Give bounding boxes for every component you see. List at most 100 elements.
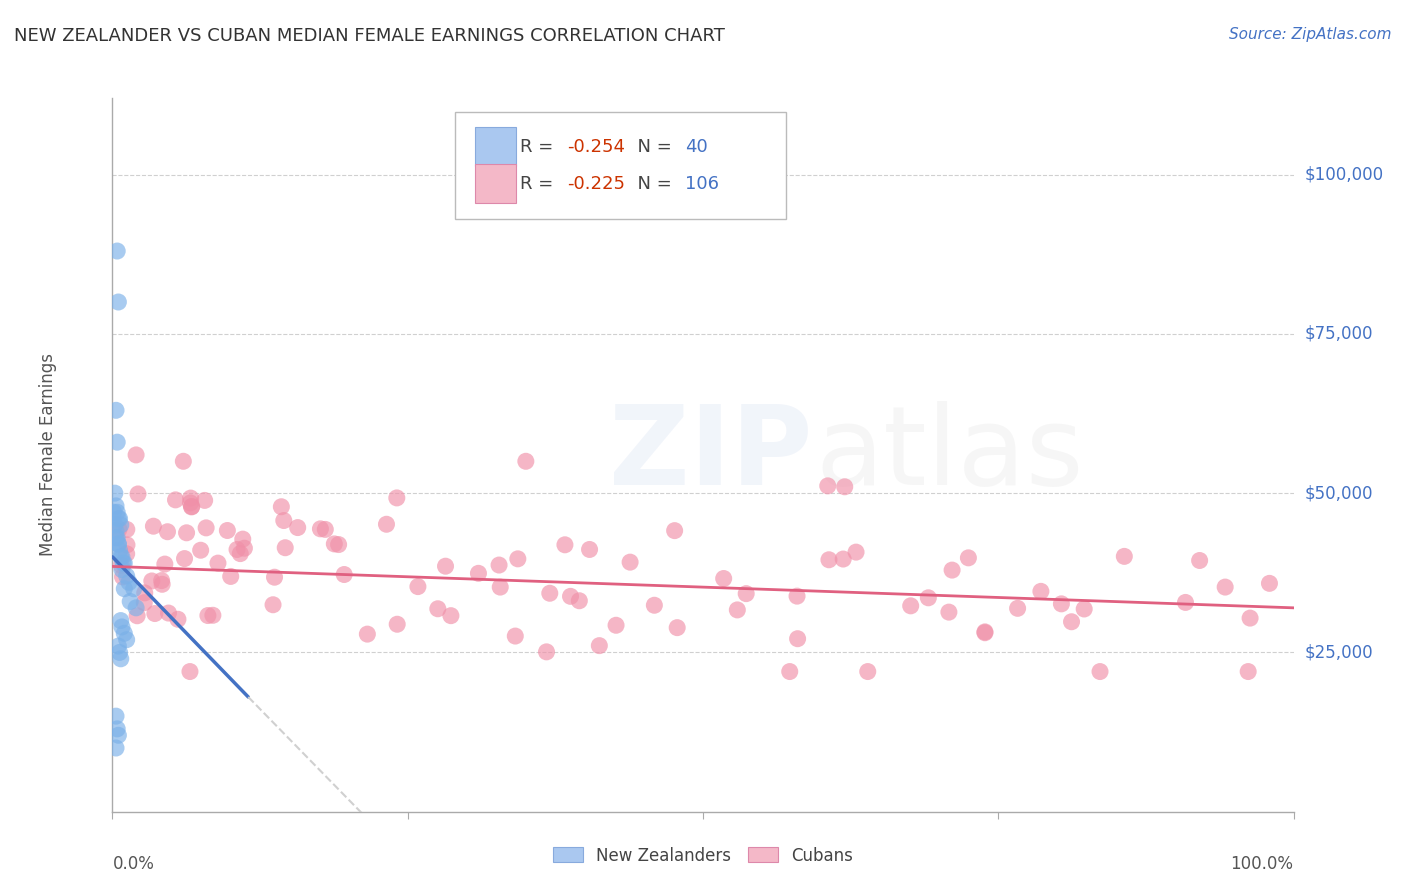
Text: NEW ZEALANDER VS CUBAN MEDIAN FEMALE EARNINGS CORRELATION CHART: NEW ZEALANDER VS CUBAN MEDIAN FEMALE EAR… (14, 27, 725, 45)
Point (172, 454, 194, 468)
Point (127, 608, 149, 623)
Point (105, 524, 128, 539)
Point (314, 522, 336, 536)
Point (974, 625, 997, 640)
Point (179, 496, 201, 510)
Point (110, 558, 132, 573)
Point (111, 570, 134, 584)
Point (105, 403, 128, 417)
Point (156, 524, 179, 539)
Point (127, 487, 149, 501)
Point (194, 493, 217, 508)
Point (110, 614, 132, 628)
Point (120, 594, 142, 608)
Point (107, 639, 129, 653)
Text: Source: ZipAtlas.com: Source: ZipAtlas.com (1229, 27, 1392, 42)
Point (150, 577, 173, 591)
Point (664, 524, 686, 538)
Text: N =: N = (626, 175, 678, 193)
Point (856, 665, 879, 679)
Text: 106: 106 (685, 175, 720, 193)
Text: N =: N = (626, 137, 678, 155)
Point (666, 621, 689, 635)
Text: 0.0%: 0.0% (112, 855, 155, 872)
Point (309, 522, 332, 536)
Point (105, 722, 128, 736)
Point (201, 608, 224, 623)
Point (1050, 597, 1073, 611)
Point (107, 295, 129, 310)
Text: R =: R = (520, 175, 560, 193)
Point (974, 624, 997, 639)
Point (643, 599, 665, 613)
Point (165, 492, 187, 507)
Point (111, 563, 134, 577)
Point (588, 639, 610, 653)
Point (1258, 576, 1281, 591)
Point (110, 652, 132, 666)
Point (134, 586, 156, 600)
Point (1007, 601, 1029, 615)
Point (1239, 611, 1261, 625)
Point (107, 728, 129, 742)
Point (273, 514, 295, 528)
Point (229, 547, 252, 561)
Point (226, 542, 249, 557)
Point (107, 511, 129, 525)
Point (1060, 615, 1083, 629)
Text: -0.254: -0.254 (567, 137, 626, 155)
Point (105, 244, 128, 258)
FancyBboxPatch shape (475, 127, 516, 166)
Point (328, 537, 350, 551)
Point (786, 632, 808, 646)
Point (150, 574, 173, 588)
Point (323, 537, 346, 551)
Text: R =: R = (520, 137, 560, 155)
Point (270, 500, 292, 514)
Point (125, 448, 148, 462)
Point (917, 591, 939, 605)
Point (190, 543, 212, 558)
Text: -0.225: -0.225 (567, 175, 626, 193)
Point (385, 491, 408, 505)
Point (434, 559, 457, 574)
Point (506, 552, 529, 566)
Point (173, 551, 195, 566)
Point (157, 606, 180, 620)
Point (141, 574, 163, 588)
Point (112, 556, 135, 570)
Point (1029, 584, 1052, 599)
Point (536, 645, 558, 659)
Point (817, 479, 839, 493)
Point (233, 541, 256, 556)
Point (941, 563, 963, 577)
Point (605, 618, 627, 632)
Point (713, 572, 735, 586)
Text: $50,000: $50,000 (1305, 484, 1374, 502)
Text: Median Female Earnings: Median Female Earnings (38, 353, 56, 557)
Point (619, 555, 641, 569)
Point (105, 741, 128, 756)
Point (818, 553, 841, 567)
Point (356, 627, 378, 641)
Text: $100,000: $100,000 (1305, 166, 1384, 184)
Text: ZIP: ZIP (609, 401, 811, 508)
Point (578, 542, 600, 557)
Point (112, 626, 135, 640)
Point (219, 569, 242, 583)
Point (1174, 595, 1197, 609)
Point (957, 550, 980, 565)
Point (207, 556, 229, 570)
Point (105, 531, 128, 545)
Point (115, 569, 138, 583)
Point (143, 607, 166, 621)
Point (287, 520, 309, 534)
Point (263, 570, 285, 584)
Point (845, 545, 868, 559)
Point (560, 590, 582, 604)
Point (333, 567, 356, 582)
Point (134, 596, 156, 610)
Point (180, 500, 202, 514)
Point (103, 505, 125, 519)
Point (262, 598, 284, 612)
